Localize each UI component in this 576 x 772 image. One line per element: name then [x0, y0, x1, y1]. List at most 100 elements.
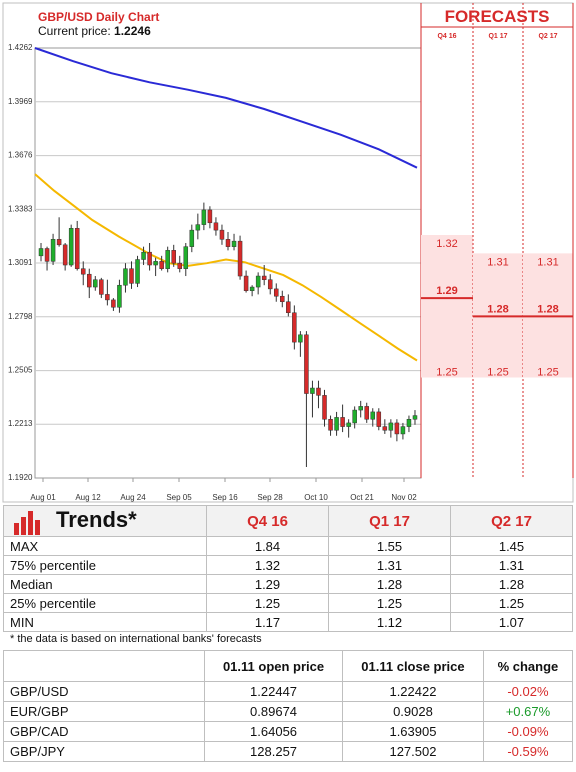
- trends-row: MIN 1.17 1.12 1.07: [3, 612, 573, 632]
- y-tick-label: 1.4262: [8, 43, 33, 52]
- candle-body: [183, 246, 189, 269]
- trends-cell: 1.31: [450, 555, 573, 575]
- candle-body: [400, 426, 406, 435]
- forecast-column-label: Q1 17: [488, 33, 507, 40]
- chart-labels: 1.4262 1.3969 1.3676 1.3383 1.3091 1.2798 1.25…: [8, 43, 417, 502]
- fx-pair: GBP/JPY: [3, 741, 205, 762]
- chart-grid: [34, 47, 422, 482]
- y-tick-label: 1.3676: [8, 151, 33, 160]
- candle-body: [370, 411, 376, 420]
- y-tick-label: 1.2213: [8, 419, 33, 428]
- fx-open: 1.22447: [203, 681, 344, 702]
- candle-body: [352, 409, 357, 424]
- candle-body: [135, 259, 140, 284]
- forecast-low-label: 1.25: [537, 367, 558, 379]
- fx-row: EUR/GBP 0.89674 0.9028 +0.67%: [3, 701, 574, 722]
- candle-body: [50, 239, 56, 262]
- fx-col-close: 01.11 close price: [342, 650, 484, 682]
- trends-row: 75% percentile 1.32 1.31 1.31: [3, 555, 573, 575]
- fx-close: 1.22422: [342, 681, 484, 702]
- trends-table: Trends* Q4 16 Q1 17 Q2 17 MAX 1.84 1.55 1.4…: [3, 505, 573, 632]
- candle-body: [231, 240, 237, 247]
- candle-body: [129, 268, 134, 284]
- y-tick-label: 1.1920: [8, 473, 33, 482]
- x-tick-label: Sep 16: [212, 493, 238, 502]
- candle-body: [177, 262, 182, 269]
- candle-body: [274, 288, 279, 297]
- forecast-band: [421, 234, 473, 378]
- candle-body: [406, 418, 412, 427]
- x-tick-label: Oct 21: [350, 493, 374, 502]
- slow-moving-average-line: [34, 47, 418, 169]
- trends-cell: 1.07: [450, 612, 573, 632]
- candle-body: [195, 224, 201, 231]
- candle-body: [87, 273, 92, 288]
- x-tick-label: Aug 12: [75, 493, 101, 502]
- candle-body: [159, 261, 164, 269]
- forecast-high-label: 1.31: [537, 256, 558, 268]
- candle-body: [304, 334, 309, 394]
- y-tick-label: 1.3383: [8, 204, 33, 213]
- candle-body: [111, 299, 116, 308]
- trends-cell: 1.55: [328, 536, 451, 556]
- trends-cell: 1.29: [206, 574, 329, 594]
- candle-body: [280, 295, 285, 302]
- fx-change: +0.67%: [482, 701, 574, 722]
- candle-body: [322, 395, 327, 420]
- forecast-high-label: 1.31: [487, 256, 508, 268]
- current-price-label: Current price:: [38, 24, 111, 38]
- fx-close: 0.9028: [342, 701, 484, 722]
- trends-cell: 1.28: [450, 574, 573, 594]
- forecast-column-label: Q4 16: [437, 33, 456, 40]
- trends-row: MAX 1.84 1.55 1.45: [3, 536, 573, 556]
- fx-change: -0.02%: [482, 681, 574, 702]
- trends-row: 25% percentile 1.25 1.25 1.25: [3, 593, 573, 613]
- candle-body: [68, 228, 74, 266]
- x-tick-label: Sep 28: [257, 493, 283, 502]
- fx-open: 1.64056: [203, 721, 344, 742]
- candle-body: [93, 279, 98, 288]
- candle-body: [286, 301, 291, 314]
- forecast-high-label: 1.32: [436, 238, 457, 250]
- candle-body: [38, 248, 44, 257]
- y-tick-label: 1.2505: [8, 366, 33, 375]
- candle-body: [261, 275, 267, 280]
- forecasts-title: FORECASTS: [445, 7, 550, 26]
- candle-body: [310, 387, 315, 394]
- candle-body: [346, 422, 351, 427]
- candle-body: [219, 229, 225, 240]
- x-tick-label: Aug 01: [30, 493, 56, 502]
- x-tick-label: Nov 02: [391, 493, 417, 502]
- candle-body: [207, 209, 213, 224]
- candle-body: [267, 279, 273, 290]
- candle-body: [340, 417, 345, 427]
- current-price-line: Current price: 1.2246: [38, 24, 151, 38]
- trends-row-label: 75% percentile: [3, 555, 207, 575]
- candle-body: [249, 286, 255, 291]
- candle-body: [171, 250, 176, 264]
- candle-body: [382, 426, 388, 431]
- fx-change: -0.09%: [482, 721, 574, 742]
- candle-body: [123, 268, 128, 286]
- trends-row-label: 25% percentile: [3, 593, 207, 613]
- x-tick-label: Aug 24: [120, 493, 146, 502]
- candle-body: [189, 229, 195, 247]
- trends-row-label: Median: [3, 574, 207, 594]
- trends-cell: 1.25: [450, 593, 573, 613]
- trends-row-label: MAX: [3, 536, 207, 556]
- fx-col-open: 01.11 open price: [203, 650, 344, 682]
- candle-body: [394, 422, 400, 435]
- fx-row: GBP/JPY 128.257 127.502 -0.59%: [3, 741, 574, 762]
- trends-header-row: Trends* Q4 16 Q1 17 Q2 17: [3, 505, 573, 537]
- candle-body: [298, 334, 303, 343]
- fx-header-row: 01.11 open price 01.11 close price % cha…: [3, 650, 574, 682]
- candle-body: [364, 406, 369, 420]
- forecast-panel: FORECASTS Q4 16 1.32 1.29 1.25 Q1 17 1.31 1.28 1…: [420, 3, 574, 478]
- y-tick-label: 1.2798: [8, 312, 33, 321]
- current-price-value: 1.2246: [114, 24, 151, 38]
- candle-body: [316, 387, 321, 396]
- candle-body: [328, 418, 333, 431]
- y-tick-label: 1.3969: [8, 97, 33, 106]
- candle-body: [44, 248, 50, 262]
